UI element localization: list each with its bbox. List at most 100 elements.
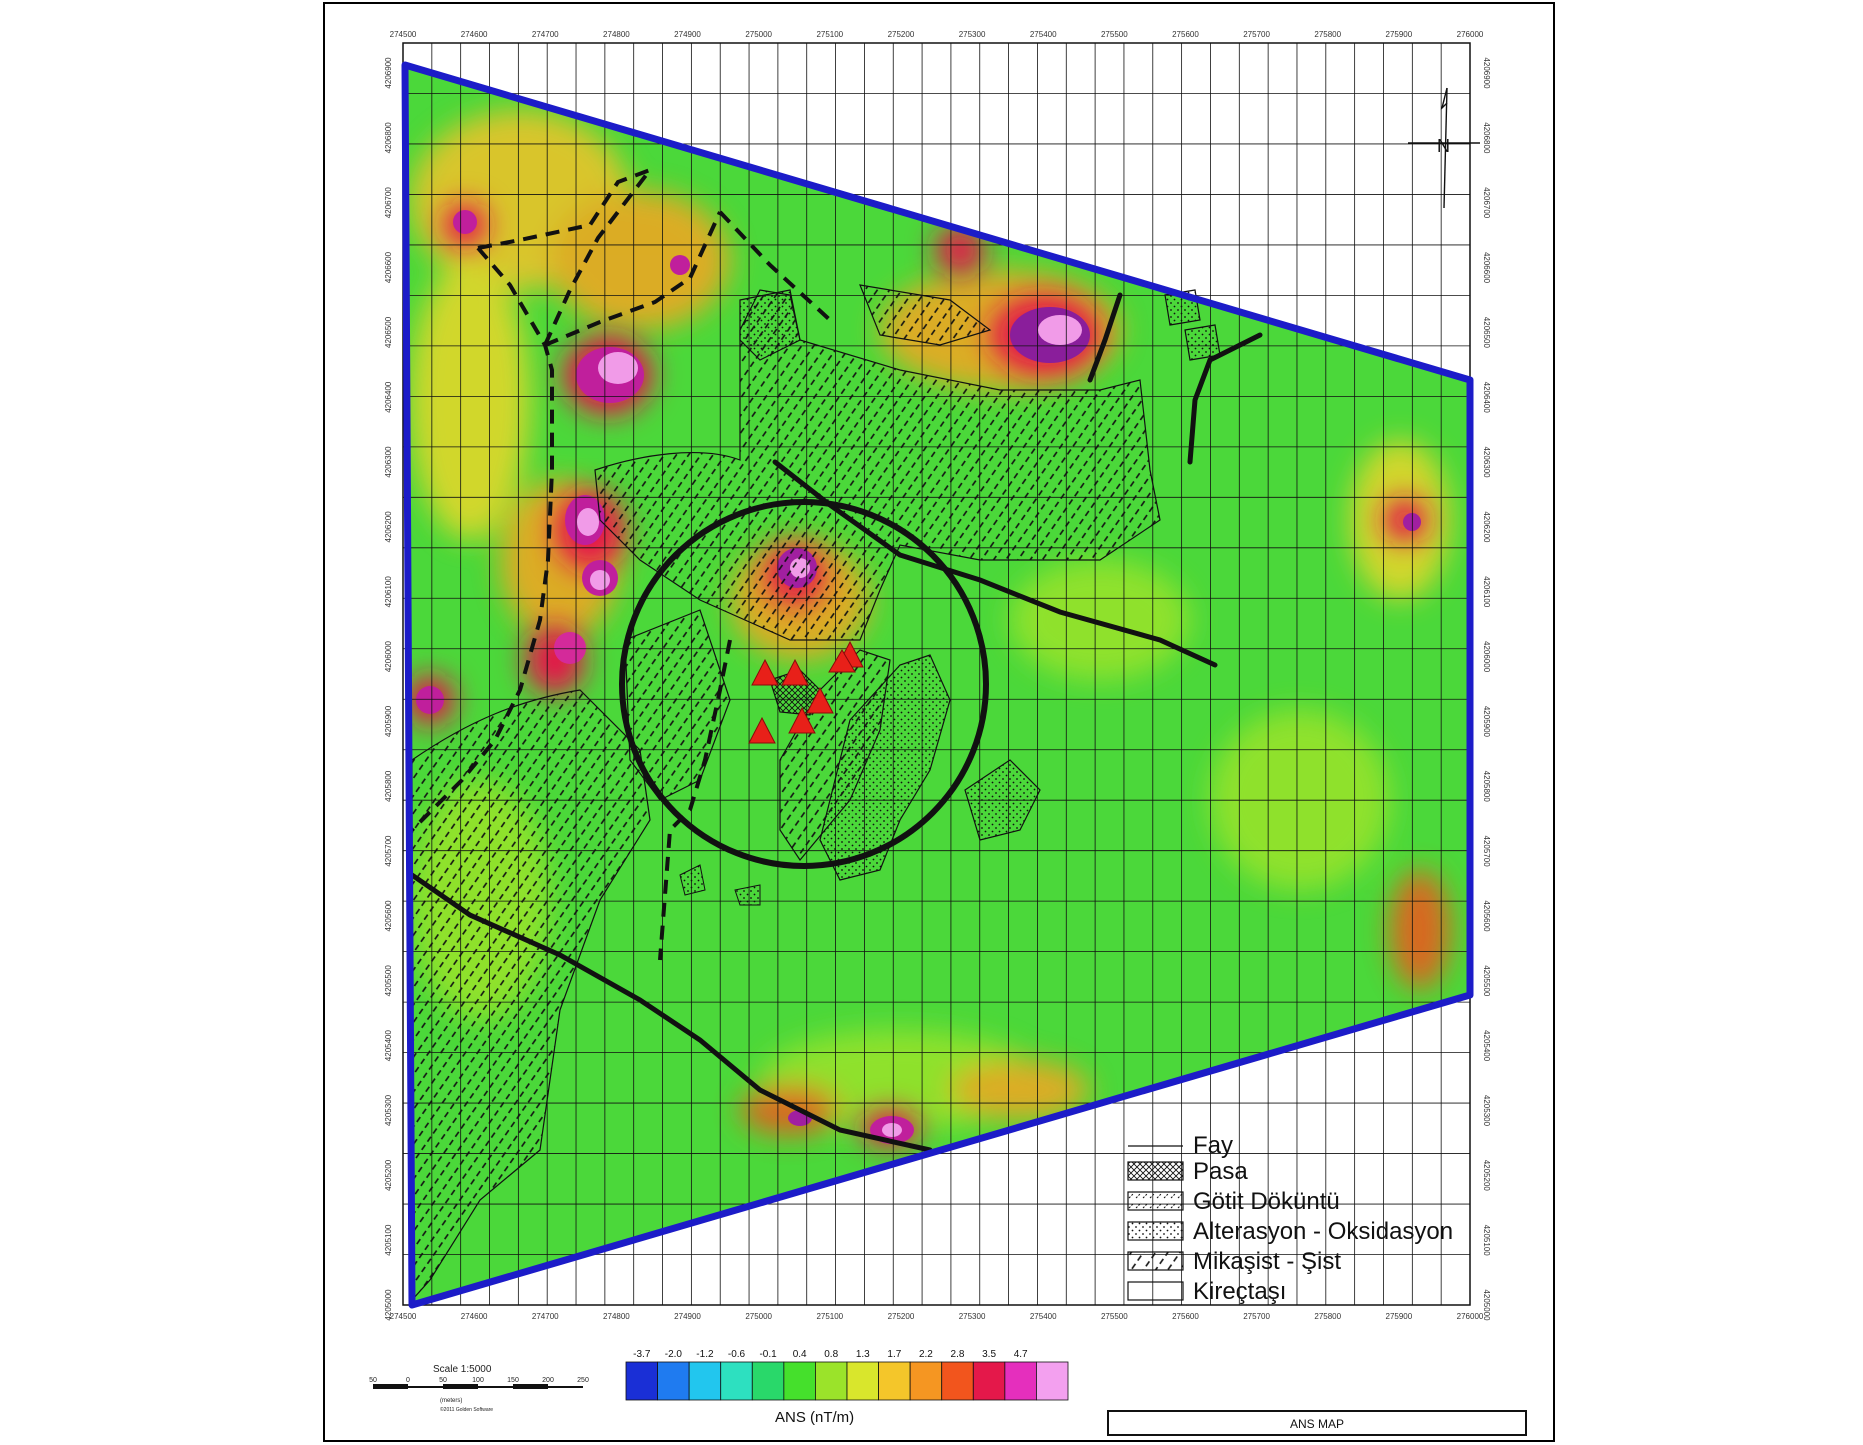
colorbar-swatch: [878, 1361, 911, 1401]
colorbar: -3.7 -2.0 -1.2 -0.6 -0.1 0.4 0.8 1.3 1.7 2.2 2.8 3.…: [625, 1349, 1069, 1426]
legend-swatch-mikasist: [1127, 1251, 1184, 1271]
legend-swatch-kirectasi: [1127, 1281, 1184, 1301]
y-tick-label: 4206700: [384, 187, 393, 219]
y-tick-label: 4205000: [1482, 1289, 1491, 1321]
y-tick-label: 4206000: [384, 640, 393, 672]
x-tick-label: 275000: [745, 30, 772, 39]
scale-unit: (meters): [440, 1398, 462, 1404]
x-tick-label: 275100: [816, 1312, 843, 1321]
x-tick-label: 274600: [461, 1312, 488, 1321]
colorbar-tick-label: -0.6: [728, 1349, 746, 1360]
y-tick-label: 4206100: [1482, 576, 1491, 608]
fault-line-3: [1087, 292, 1123, 383]
sample-triangles: [748, 640, 864, 744]
dashed-contacts: [410, 165, 832, 961]
colorbar-swatch: [909, 1361, 943, 1401]
x-tick-label: 274800: [603, 1312, 630, 1321]
colorbar-tick-label: 3.5: [982, 1349, 996, 1360]
legend-swatch-pasa: [1127, 1161, 1184, 1181]
scale-tick-label: 250: [577, 1377, 589, 1384]
scale-tick-label: 50: [369, 1377, 377, 1384]
scale-credit: ©2011 Golden Software: [440, 1406, 493, 1413]
scale-tick-label: 200: [542, 1377, 554, 1384]
colorbar-tick-label: 2.2: [919, 1349, 933, 1360]
y-tick-label: 4205800: [384, 770, 393, 802]
x-tick-label: 274600: [461, 30, 488, 39]
colorbar-swatch: [720, 1361, 753, 1401]
sample-triangle[interactable]: [751, 658, 779, 686]
y-tick-label: 4205000: [384, 1289, 393, 1321]
x-tick-label: 274700: [532, 30, 559, 39]
sample-triangle[interactable]: [781, 658, 809, 686]
legend-label-alterasyon: Alterasyon - Oksidasyon: [1193, 1218, 1453, 1245]
legend-label-kirectasi: Kireçtaşı: [1193, 1278, 1286, 1305]
legend-label-fay: Fay: [1193, 1132, 1233, 1159]
y-tick-label: 4206200: [1482, 511, 1491, 543]
x-tick-label: 275900: [1386, 1312, 1413, 1321]
mikasist-unit: [411, 284, 1161, 1302]
map-title-box: ANS MAP: [1107, 1410, 1527, 1436]
legend-label-mikasist: Mikaşist - Şist: [1193, 1248, 1341, 1275]
x-tick-label: 275300: [959, 30, 986, 39]
alterasyon-unit: [679, 289, 1221, 906]
legend: Fay Pasa Götit Döküntü Alterasyon - Oksi…: [1127, 1132, 1453, 1305]
x-tick-labels-bottom: 274500 274600 274700 274800 274900 275000 2751…: [390, 1312, 1484, 1321]
fault-line-4: [1187, 332, 1263, 465]
colorbar-swatch: [1004, 1361, 1037, 1401]
colorbar-swatch: [972, 1361, 1006, 1401]
legend-swatch-gotit: [1127, 1191, 1184, 1211]
colorbar-swatch: [625, 1361, 658, 1401]
sample-triangle[interactable]: [806, 686, 834, 714]
scale-bar: Scale 1:5000 50 0 50 100 150 200 250 (meters) …: [369, 1364, 589, 1413]
sample-triangle[interactable]: [828, 649, 856, 673]
x-tick-label: 275100: [816, 30, 843, 39]
colorbar-tick-label: -0.1: [759, 1349, 777, 1360]
scale-tick-label: 150: [507, 1377, 519, 1384]
sample-triangle[interactable]: [748, 716, 776, 744]
colorbar-swatch: [751, 1361, 785, 1401]
y-tick-label: 4206600: [384, 251, 393, 283]
colorbar-swatch: [783, 1361, 816, 1401]
x-tick-label: 275400: [1030, 30, 1057, 39]
y-tick-label: 4205100: [1482, 1225, 1491, 1257]
x-tick-label: 274800: [603, 30, 630, 39]
legend-label-gotit: Götit Döküntü: [1193, 1188, 1340, 1215]
y-tick-label: 4205600: [384, 900, 393, 932]
colorbar-swatch: [941, 1361, 974, 1401]
y-tick-label: 4205200: [384, 1159, 393, 1191]
y-tick-label: 4206500: [384, 316, 393, 348]
x-tick-label: 274700: [532, 1312, 559, 1321]
x-tick-label: 275800: [1314, 1312, 1341, 1321]
y-tick-label: 4205300: [384, 1094, 393, 1126]
y-tick-label: 4206300: [1482, 446, 1491, 478]
colorbar-swatch: [815, 1361, 848, 1401]
y-tick-label: 4206800: [384, 122, 393, 154]
legend-label-pasa: Pasa: [1193, 1158, 1248, 1185]
y-tick-label: 4206100: [384, 576, 393, 608]
x-tick-label: 275000: [745, 1312, 772, 1321]
y-tick-label: 4206700: [1482, 187, 1491, 219]
colorbar-tick-label: 0.8: [824, 1349, 838, 1360]
y-tick-label: 4205700: [384, 835, 393, 867]
colorbar-tick-label: 0.4: [793, 1349, 807, 1360]
y-tick-label: 4205200: [1482, 1160, 1491, 1192]
y-tick-label: 4206800: [1482, 122, 1491, 154]
y-tick-label: 4206400: [384, 381, 393, 413]
x-tick-label: 275500: [1101, 1312, 1128, 1321]
x-tick-label: 275400: [1030, 1312, 1057, 1321]
scale-tick-label: 0: [406, 1377, 410, 1384]
x-tick-label: 275900: [1386, 30, 1413, 39]
survey-boundary: [401, 61, 1474, 1309]
x-tick-label: 275500: [1101, 30, 1128, 39]
colorbar-tick-label: 1.3: [856, 1349, 870, 1360]
y-tick-label: 4205500: [384, 965, 393, 997]
colorbar-swatch: [1036, 1361, 1069, 1401]
x-tick-label: 276000: [1457, 30, 1484, 39]
y-tick-labels-left: 4206900 4206800 4206700 4206600 4206500 42064…: [384, 57, 393, 1321]
y-tick-label: 4205700: [1482, 836, 1491, 868]
y-tick-label: 4205400: [1482, 1030, 1491, 1062]
sample-triangle[interactable]: [788, 706, 816, 734]
x-tick-label: 275200: [888, 30, 915, 39]
x-tick-label: 275300: [959, 1312, 986, 1321]
